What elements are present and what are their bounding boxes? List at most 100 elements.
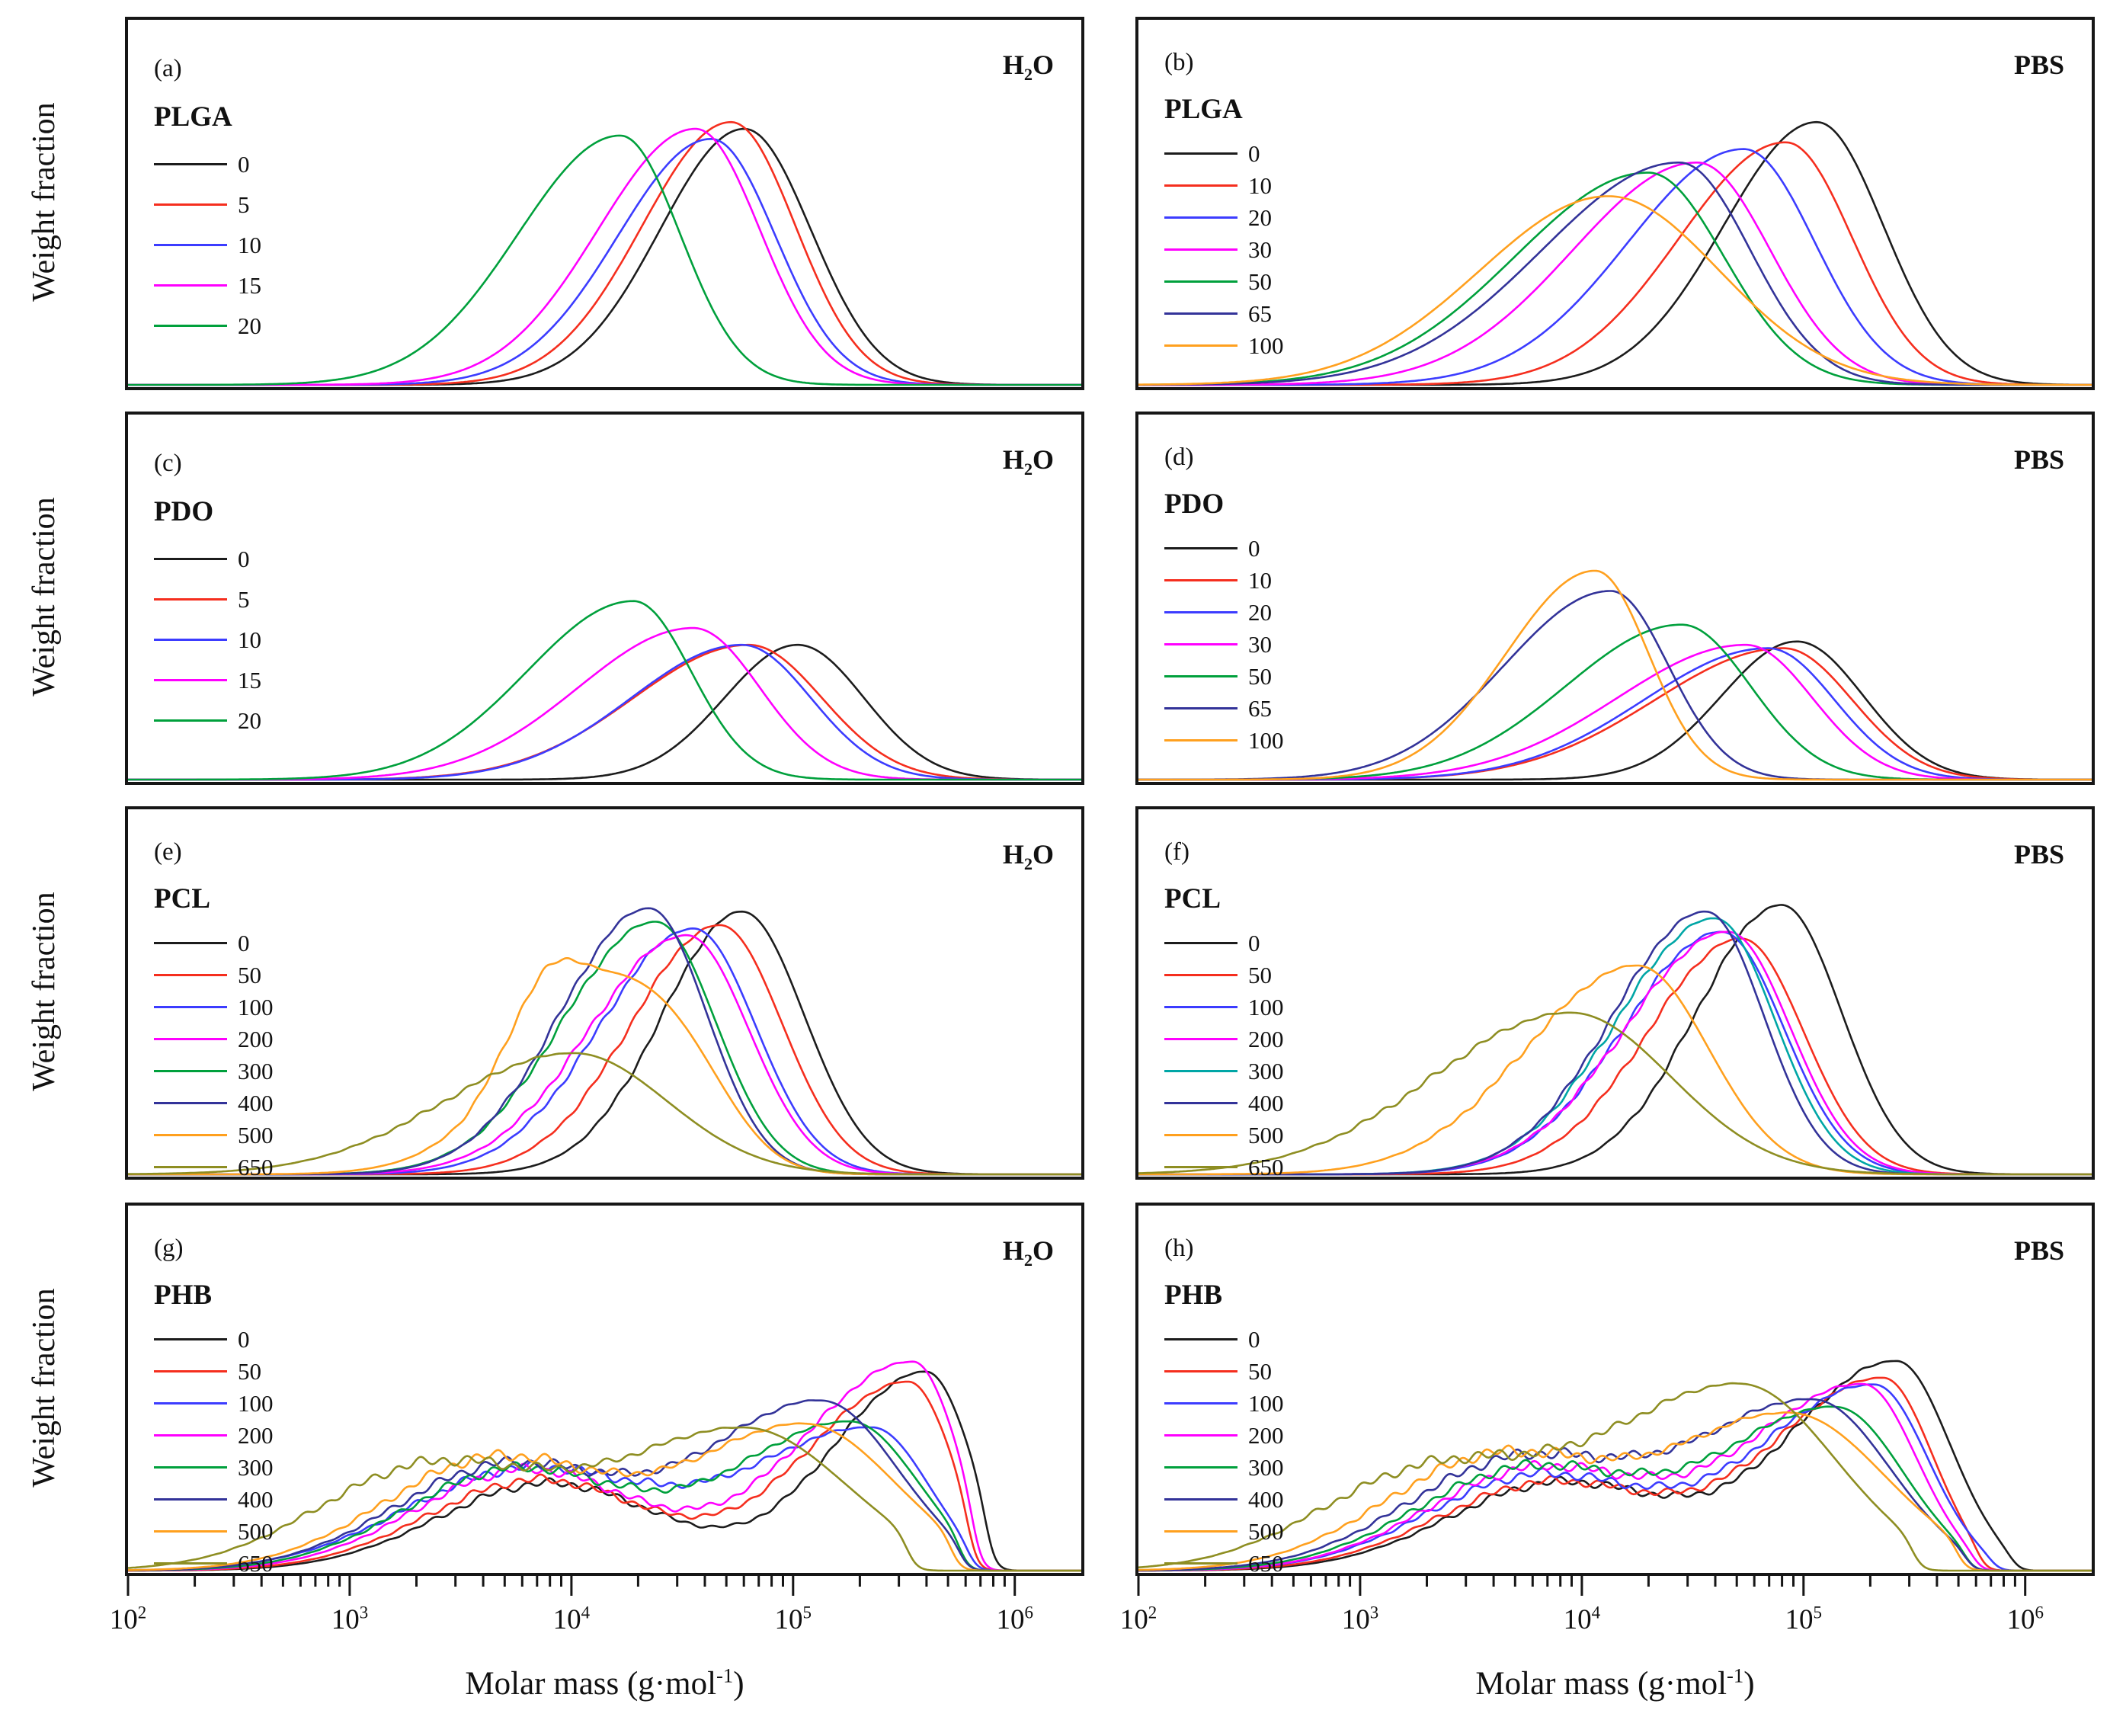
legend-label: 300	[238, 1453, 274, 1481]
panel-d: (d) PDO PBS 0 10 20 30 50 65 100	[1135, 412, 2095, 785]
legend-line-icon	[154, 1433, 227, 1437]
legend-item-g-400: 400	[154, 1486, 274, 1512]
legend-title-g: PHB	[154, 1280, 213, 1311]
corner-label-g: (g)	[154, 1235, 184, 1262]
curve-g-300	[128, 1420, 1081, 1572]
corner-label-f: (f)	[1164, 838, 1189, 866]
legend-item-h-400: 400	[1164, 1486, 1284, 1512]
legend-line-icon	[1164, 642, 1237, 645]
panel-e: (e) PCL H2O 0 50 100 200 300 400 500 650	[125, 806, 1084, 1180]
medium-label-f: PBS	[2013, 839, 2064, 870]
legend-line-icon	[1164, 1561, 1237, 1565]
legend-item-b-0: 0	[1164, 140, 1260, 166]
legend-line-icon	[1164, 1497, 1237, 1501]
panel-c: (c) PDO H2O 0 5 10 15 20	[125, 412, 1084, 785]
legend-title-h: PHB	[1164, 1280, 1223, 1311]
curve-g-200	[128, 1360, 1081, 1572]
curve-h-50	[1138, 1376, 2092, 1572]
legend-label: 100	[1248, 332, 1284, 359]
legend-label: 5	[238, 585, 250, 613]
legend-line-icon	[154, 678, 227, 681]
legend-label: 65	[1248, 694, 1272, 722]
curve-d-30	[1138, 643, 2092, 781]
legend-item-b-65: 65	[1164, 300, 1272, 326]
curve-c-15	[128, 626, 1081, 781]
legend-line-icon	[154, 162, 227, 165]
legend-item-e-500: 500	[154, 1122, 274, 1148]
legend-item-a-5: 5	[154, 191, 250, 217]
legend-item-b-50: 50	[1164, 268, 1272, 294]
legend-title-e: PCL	[154, 883, 210, 914]
legend-title-a: PLGA	[154, 101, 232, 133]
legend-item-b-30: 30	[1164, 236, 1272, 262]
legend-line-icon	[1164, 312, 1237, 315]
legend-item-g-300: 300	[154, 1454, 274, 1480]
legend-item-c-0: 0	[154, 546, 250, 572]
legend-line-icon	[1164, 1133, 1237, 1136]
legend-label: 10	[238, 626, 261, 653]
legend-label: 200	[1248, 1025, 1284, 1052]
legend-item-g-100: 100	[154, 1390, 274, 1416]
legend-line-icon	[154, 1529, 227, 1533]
legend-line-icon	[154, 941, 227, 944]
curve-b-100	[1138, 195, 2092, 386]
legend-line-icon	[154, 1101, 227, 1104]
curve-a-5	[128, 120, 1081, 386]
legend-label: 650	[238, 1153, 274, 1180]
legend-line-icon	[1164, 578, 1237, 581]
legend-line-icon	[1164, 706, 1237, 709]
legend-item-d-100: 100	[1164, 727, 1284, 753]
legend-label: 650	[238, 1549, 274, 1577]
legend-line-icon	[1164, 941, 1237, 944]
legend-item-e-400: 400	[154, 1090, 274, 1116]
legend-label: 500	[1248, 1121, 1284, 1148]
panel-g: (g) PHB H2O 0 50 100 200 300 400 500 650	[125, 1203, 1084, 1576]
legend-label: 200	[238, 1025, 274, 1052]
x-tick-left-10e6: 106	[996, 1603, 1033, 1635]
legend-line-icon	[1164, 674, 1237, 677]
legend-label: 50	[1248, 961, 1272, 988]
legend-label: 500	[1248, 1517, 1284, 1545]
legend-label: 400	[238, 1089, 274, 1116]
legend-label: 10	[238, 231, 261, 258]
curve-g-500	[128, 1422, 1081, 1572]
corner-label-c: (c)	[154, 450, 182, 477]
plot-area-d	[1138, 569, 2092, 781]
x-tick-right-10e6: 106	[2006, 1603, 2044, 1635]
legend-item-g-0: 0	[154, 1326, 250, 1352]
legend-item-h-50: 50	[1164, 1358, 1272, 1384]
legend-label: 50	[238, 961, 261, 988]
curve-d-10	[1138, 647, 2092, 781]
legend-item-d-50: 50	[1164, 663, 1272, 689]
medium-label-c: H2O	[1002, 444, 1054, 479]
legend-item-g-200: 200	[154, 1422, 274, 1448]
panel-f: (f) PCL PBS 0 50 100 200 300 400 500 650	[1135, 806, 2095, 1180]
legend-item-g-50: 50	[154, 1358, 261, 1384]
plot-area-e	[128, 907, 1081, 1176]
legend-item-b-100: 100	[1164, 332, 1284, 358]
legend-line-icon	[154, 719, 227, 722]
legend-label: 100	[238, 1389, 274, 1417]
legend-item-h-650: 650	[1164, 1550, 1284, 1576]
legend-label: 30	[1248, 630, 1272, 658]
legend-item-f-500: 500	[1164, 1122, 1284, 1148]
legend-line-icon	[1164, 280, 1237, 283]
y-axis-label-row2: Weight fraction	[27, 497, 62, 697]
curve-a-10	[128, 138, 1081, 386]
x-axis-label-left: Molar mass (g·mol-1)	[465, 1664, 744, 1702]
x-tick-right-10e4: 104	[1563, 1603, 1601, 1635]
legend-item-c-5: 5	[154, 586, 250, 612]
legend-line-icon	[154, 1369, 227, 1372]
legend-line-icon	[154, 1005, 227, 1008]
legend-item-e-200: 200	[154, 1026, 274, 1052]
legend-item-d-0: 0	[1164, 535, 1260, 561]
legend-label: 100	[1248, 726, 1284, 754]
legend-item-f-50: 50	[1164, 962, 1272, 988]
legend-line-icon	[1164, 1529, 1237, 1533]
legend-item-f-200: 200	[1164, 1026, 1284, 1052]
legend-label: 500	[238, 1517, 274, 1545]
legend-item-e-0: 0	[154, 930, 250, 956]
legend-line-icon	[1164, 184, 1237, 187]
legend-item-h-500: 500	[1164, 1518, 1284, 1544]
